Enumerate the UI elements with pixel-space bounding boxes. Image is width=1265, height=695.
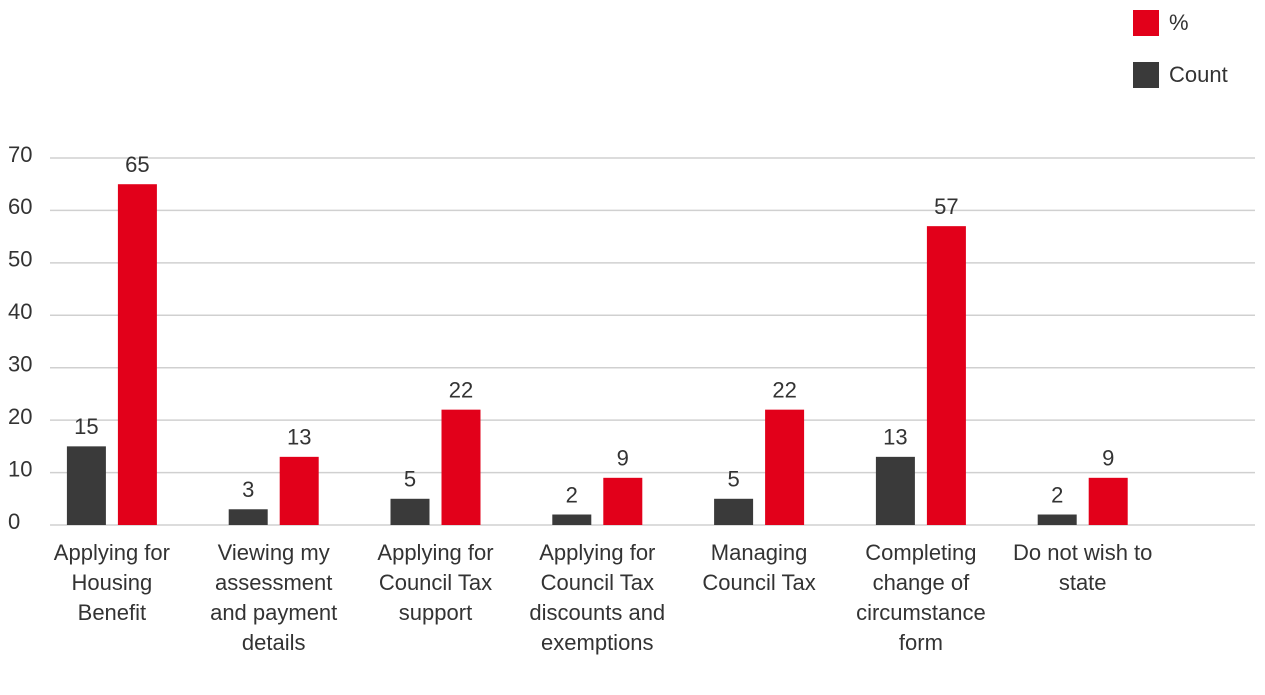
legend-label: %: [1169, 10, 1189, 35]
y-tick-label: 70: [8, 142, 32, 167]
y-tick-label: 20: [8, 404, 32, 429]
bar: [552, 514, 592, 525]
bar: [714, 498, 754, 525]
x-tick-label: Applying for Council Tax discounts and e…: [529, 540, 666, 655]
bar: [926, 226, 966, 525]
data-label: 2: [566, 482, 578, 507]
data-label: 2: [1051, 482, 1063, 507]
bar: [603, 477, 643, 525]
legend-label: Count: [1169, 62, 1228, 87]
legend-swatch: [1133, 10, 1159, 36]
legend-swatch: [1133, 62, 1159, 88]
bar: [117, 184, 157, 525]
bar: [279, 456, 319, 525]
data-label: 9: [617, 446, 629, 471]
x-tick-label: Do not wish to state: [1012, 540, 1153, 595]
data-label: 9: [1102, 446, 1114, 471]
y-tick-label: 40: [8, 299, 32, 324]
data-label: 15: [74, 414, 98, 439]
data-label: 5: [404, 467, 416, 492]
data-label: 5: [727, 467, 739, 492]
data-label: 22: [772, 377, 796, 402]
data-label: 13: [883, 425, 907, 450]
bar: [1037, 514, 1077, 525]
x-tick-label: Completing change of circumstance form: [856, 540, 986, 655]
x-tick-label: Applying for Housing Benefit: [53, 540, 170, 625]
x-tick-label: Applying for Council Tax support: [377, 540, 494, 625]
data-label: 57: [934, 194, 958, 219]
bar: [765, 409, 805, 525]
bar: [1088, 477, 1128, 525]
y-tick-label: 10: [8, 456, 32, 481]
x-tick-label: Viewing my assessment and payment detail…: [210, 540, 338, 655]
bar: [66, 446, 106, 525]
bar: [228, 509, 268, 525]
bar: [875, 456, 915, 525]
y-tick-label: 50: [8, 247, 32, 272]
data-label: 22: [449, 377, 473, 402]
y-tick-label: 60: [8, 194, 32, 219]
x-tick-label: Managing Council Tax: [702, 540, 816, 595]
data-label: 65: [125, 152, 149, 177]
y-tick-label: 0: [8, 509, 20, 534]
data-label: 3: [242, 477, 254, 502]
data-label: 13: [287, 425, 311, 450]
y-tick-label: 30: [8, 352, 32, 377]
bar: [390, 498, 430, 525]
bar: [441, 409, 481, 525]
